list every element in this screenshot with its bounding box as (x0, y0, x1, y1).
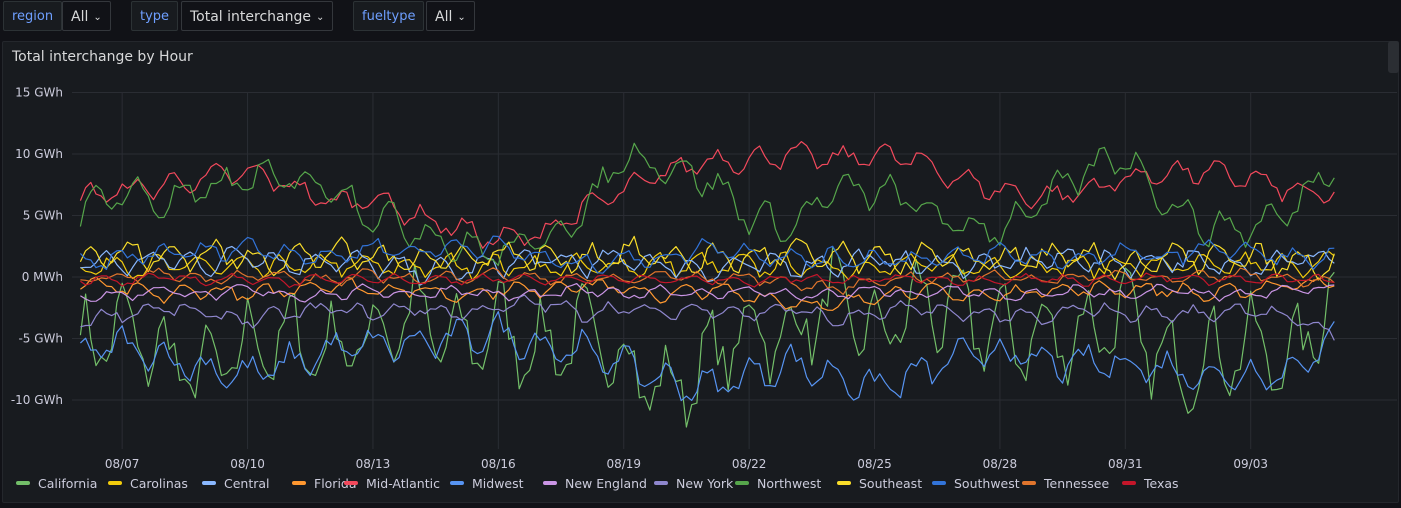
legend-label: Southeast (859, 476, 923, 491)
type-select-value: Total interchange (190, 9, 311, 25)
legend-label: California (38, 476, 98, 491)
y-tick-label: 0 MWh (22, 270, 63, 284)
legend-swatch (344, 481, 358, 485)
x-tick-label: 08/16 (481, 457, 516, 470)
x-tick-label: 08/28 (983, 457, 1018, 470)
legend-swatch (450, 481, 464, 485)
series-line-tennessee (80, 267, 1335, 295)
legend-item-tennessee[interactable]: Tennessee (1022, 476, 1109, 491)
series-line-new-england (80, 283, 1335, 303)
legend-item-southeast[interactable]: Southeast (837, 476, 922, 491)
legend-label: Florida (314, 476, 357, 491)
legend-item-southwest[interactable]: Southwest (932, 476, 1020, 491)
type-select[interactable]: Total interchange ⌄ (181, 1, 334, 31)
legend-swatch (1022, 481, 1036, 485)
chart-series (79, 141, 1335, 428)
legend-label: Tennessee (1044, 476, 1110, 491)
chevron-down-icon: ⌄ (457, 12, 466, 23)
legend-label: Northwest (757, 476, 822, 491)
x-tick-label: 08/10 (230, 457, 265, 470)
legend-swatch (543, 481, 557, 485)
fueltype-variable-label: fueltype (353, 1, 425, 31)
y-tick-label: 15 GWh (15, 86, 63, 100)
legend-swatch (108, 481, 122, 485)
panel-title[interactable]: Total interchange by Hour (12, 49, 193, 65)
chart-grid (72, 92, 1397, 449)
legend-label: Carolinas (130, 476, 188, 491)
chevron-down-icon: ⌄ (315, 12, 325, 23)
y-tick-label: -10 GWh (11, 393, 63, 407)
legend-swatch (292, 481, 306, 485)
type-variable-label: type (131, 1, 179, 31)
x-tick-label: 09/03 (1233, 457, 1268, 470)
legend-swatch (654, 481, 668, 485)
x-tick-label: 08/19 (606, 457, 641, 470)
legend-item-carolinas[interactable]: Carolinas (108, 476, 188, 491)
chart-legend: California Carolinas Central Florida Mid-Atl… (16, 476, 1396, 492)
series-line-texas (80, 272, 1335, 288)
legend-item-central[interactable]: Central (202, 476, 270, 491)
legend-item-mid-atlantic[interactable]: Mid-Atlantic (344, 476, 440, 491)
series-line-midwest (79, 311, 1335, 402)
y-tick-label: 10 GWh (15, 147, 63, 161)
x-tick-label: 08/25 (857, 457, 892, 470)
series-line-new-york (80, 294, 1335, 341)
legend-label: New England (565, 476, 647, 491)
legend-label: New York (676, 476, 734, 491)
series-line-southwest (79, 235, 1335, 274)
series-line-florida (80, 276, 1335, 311)
legend-item-midwest[interactable]: Midwest (450, 476, 524, 491)
legend-label: Midwest (472, 476, 524, 491)
x-tick-label: 08/13 (356, 457, 391, 470)
legend-swatch (16, 481, 30, 485)
fueltype-select[interactable]: All ⌄ (426, 1, 475, 31)
y-axis-ticks: 15 GWh 10 GWh 5 GWh 0 MWh -5 GWh -10 GWh (11, 86, 63, 408)
chevron-down-icon: ⌄ (93, 12, 102, 23)
y-tick-label: -5 GWh (18, 332, 63, 346)
legend-label: Central (224, 476, 270, 491)
legend-item-california[interactable]: California (16, 476, 97, 491)
x-tick-label: 08/07 (105, 457, 140, 470)
x-tick-label: 08/22 (732, 457, 767, 470)
legend-swatch (837, 481, 851, 485)
legend-label: Mid-Atlantic (366, 476, 440, 491)
legend-item-texas[interactable]: Texas (1122, 476, 1179, 491)
y-tick-label: 5 GWh (23, 209, 63, 223)
region-select[interactable]: All ⌄ (62, 1, 111, 31)
x-axis-ticks: 08/07 08/10 08/13 08/16 08/19 08/22 08/25 08/28… (105, 457, 1268, 470)
series-line-mid-atlantic (79, 141, 1335, 249)
series-line-southeast (79, 235, 1335, 281)
variable-bar: region All ⌄ type Total interchange ⌄ fuel… (0, 0, 1401, 36)
legend-swatch (735, 481, 749, 485)
scrollbar-thumb[interactable] (1388, 41, 1399, 73)
legend-swatch (1122, 481, 1136, 485)
x-tick-label: 08/31 (1108, 457, 1143, 470)
legend-label: Texas (1144, 476, 1179, 491)
legend-item-florida[interactable]: Florida (292, 476, 357, 491)
legend-swatch (202, 481, 216, 485)
fueltype-select-value: All (435, 9, 453, 25)
legend-item-new-england[interactable]: New England (543, 476, 647, 491)
series-line-central (80, 245, 1335, 286)
legend-item-new-york[interactable]: New York (654, 476, 733, 491)
series-line-california (79, 246, 1335, 428)
region-select-value: All (71, 9, 89, 25)
series-line-northwest (79, 142, 1335, 266)
legend-swatch (932, 481, 946, 485)
legend-label: Southwest (954, 476, 1020, 491)
region-variable-label: region (3, 1, 63, 31)
line-chart[interactable]: 15 GWh 10 GWh 5 GWh 0 MWh -5 GWh -10 GWh 08/0… (0, 0, 1401, 470)
legend-item-northwest[interactable]: Northwest (735, 476, 821, 491)
